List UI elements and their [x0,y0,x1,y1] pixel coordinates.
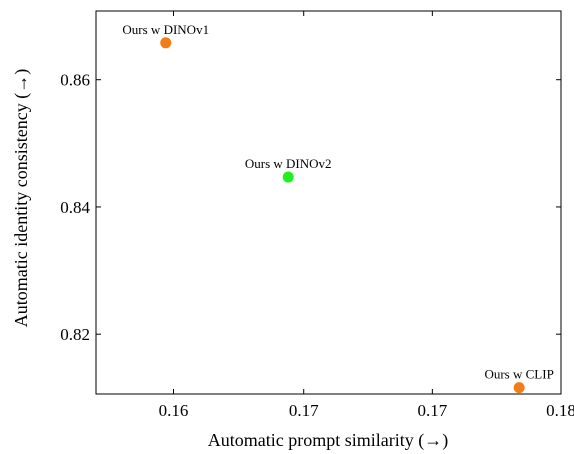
y-tick-label: 0.84 [60,198,90,217]
x-tick-label: 0.16 [159,401,189,420]
y-tick-label: 0.82 [60,325,90,344]
data-point [513,382,525,394]
data-point-label: Ours w DINOv1 [122,22,209,37]
y-axis-ticks: 0.82 0.84 0.86 [60,71,561,344]
x-axis-ticks: 0.16 0.17 0.17 0.18 [159,11,574,420]
data-point-label: Ours w DINOv2 [245,156,332,171]
data-point [160,37,172,49]
plot-frame [95,10,562,395]
data-point-label: Ours w CLIP [484,367,553,382]
x-axis-title: Automatic prompt similarity (→) [208,430,448,451]
data-points: Ours w DINOv1 Ours w DINOv2 Ours w CLIP [122,22,554,394]
data-point [282,171,294,183]
y-tick-label: 0.86 [60,71,90,90]
x-tick-label: 0.17 [289,401,319,420]
x-tick-label: 0.17 [417,401,447,420]
y-axis-title: Automatic identity consistency (→) [11,69,32,327]
x-tick-label: 0.18 [546,401,574,420]
